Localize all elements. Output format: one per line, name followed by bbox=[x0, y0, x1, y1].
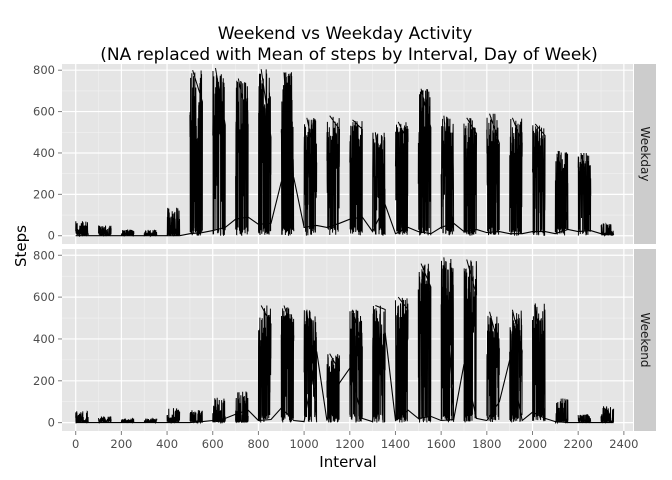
x-axis: 0 200 400 600 800 1000 1200 1400 1600 1800 2000 220… bbox=[72, 431, 639, 451]
x-tick-label: 0 bbox=[72, 437, 79, 451]
series-line-burst bbox=[440, 257, 455, 423]
panel-weekend: 0 200 400 600 800 Weekend bbox=[33, 248, 656, 431]
x-tick-label: 1600 bbox=[427, 437, 456, 451]
series-line-burst bbox=[394, 121, 409, 235]
series-line-burst bbox=[212, 68, 226, 236]
series-line-burst bbox=[417, 263, 432, 423]
x-tick-label: 1000 bbox=[289, 437, 318, 451]
series-line-burst bbox=[532, 303, 546, 422]
series-line-burst bbox=[349, 309, 363, 423]
x-tick-label: 1400 bbox=[381, 437, 410, 451]
y-tick-label: 600 bbox=[33, 105, 55, 119]
series-line-burst bbox=[280, 305, 295, 423]
series-line-burst bbox=[463, 117, 478, 236]
x-tick-label: 800 bbox=[247, 437, 269, 451]
x-tick-label: 1800 bbox=[472, 437, 501, 451]
series-line-burst bbox=[280, 72, 295, 236]
series-line-burst bbox=[326, 353, 341, 423]
chart-title-line2: (NA replaced with Mean of steps by Inter… bbox=[100, 45, 598, 65]
series-line-burst bbox=[486, 311, 500, 423]
series-line-burst bbox=[600, 222, 615, 237]
series-line-burst bbox=[394, 296, 409, 423]
series-line-burst bbox=[554, 398, 569, 425]
x-tick-label: 400 bbox=[156, 437, 178, 451]
series-line-burst bbox=[235, 78, 249, 236]
x-tick-label: 2200 bbox=[564, 437, 593, 451]
series-line-burst bbox=[509, 117, 523, 236]
series-line-burst bbox=[98, 225, 112, 238]
series-line-burst bbox=[303, 309, 318, 423]
x-axis-title: Interval bbox=[319, 453, 376, 471]
x-tick-label: 600 bbox=[202, 437, 224, 451]
panel-weekday: 0 200 400 600 800 Weekday bbox=[33, 63, 656, 244]
y-tick-label: 600 bbox=[33, 290, 55, 304]
y-axis-title: Steps bbox=[12, 225, 30, 267]
series-line-burst bbox=[212, 397, 226, 425]
series-line-burst bbox=[532, 123, 546, 236]
series-line-burst bbox=[75, 410, 89, 424]
x-tick-label: 2400 bbox=[609, 437, 638, 451]
series-line-burst bbox=[509, 309, 523, 423]
series-line-burst bbox=[600, 406, 615, 424]
series-line-burst bbox=[143, 417, 158, 425]
series-line-burst bbox=[577, 152, 592, 236]
y-tick-label: 400 bbox=[33, 146, 55, 160]
series-line-burst bbox=[166, 408, 181, 424]
series-line-burst bbox=[120, 229, 135, 237]
series-line-burst bbox=[372, 132, 386, 236]
facet-strip-weekend bbox=[634, 249, 656, 431]
series-line-burst bbox=[372, 305, 386, 423]
y-tick-label: 0 bbox=[48, 229, 55, 243]
facet-strip-weekday bbox=[634, 64, 656, 244]
y-tick-label: 200 bbox=[33, 187, 55, 201]
series-line-burst bbox=[417, 88, 432, 236]
x-tick-label: 2000 bbox=[518, 437, 547, 451]
series-line-burst bbox=[303, 117, 318, 236]
y-tick-label: 200 bbox=[33, 374, 55, 388]
series-line-burst bbox=[189, 410, 203, 425]
y-tick-label: 800 bbox=[33, 63, 55, 77]
series-line-burst bbox=[440, 115, 455, 236]
facet-strip-label: Weekend bbox=[638, 312, 652, 367]
series-line-burst bbox=[98, 416, 112, 424]
series-line-burst bbox=[143, 229, 158, 238]
series-line-burst bbox=[326, 115, 341, 236]
y-tick-label: 800 bbox=[33, 248, 55, 262]
facet-strip-label: Weekday bbox=[638, 127, 652, 182]
series-line-burst bbox=[486, 113, 500, 236]
series-line-burst bbox=[189, 70, 203, 236]
series-line-burst bbox=[235, 391, 249, 424]
y-tick-label: 0 bbox=[48, 416, 55, 430]
x-tick-label: 1200 bbox=[335, 437, 364, 451]
panels: 0 200 400 600 800 Weekday 0 200 400 600 800 Weekend bbox=[33, 63, 656, 431]
series-line-burst bbox=[349, 119, 363, 236]
series-line-burst bbox=[75, 221, 89, 238]
series-line-burst bbox=[554, 150, 569, 236]
series-line-burst bbox=[257, 305, 272, 423]
y-tick-label: 400 bbox=[33, 332, 55, 346]
series-line-burst bbox=[166, 207, 181, 237]
x-tick-label: 200 bbox=[110, 437, 132, 451]
series-line-burst bbox=[463, 259, 478, 423]
chart-title-line1: Weekend vs Weekday Activity bbox=[218, 24, 473, 44]
series-line-burst bbox=[577, 414, 592, 424]
series-line-burst bbox=[120, 417, 135, 424]
series-line-burst bbox=[257, 69, 272, 236]
